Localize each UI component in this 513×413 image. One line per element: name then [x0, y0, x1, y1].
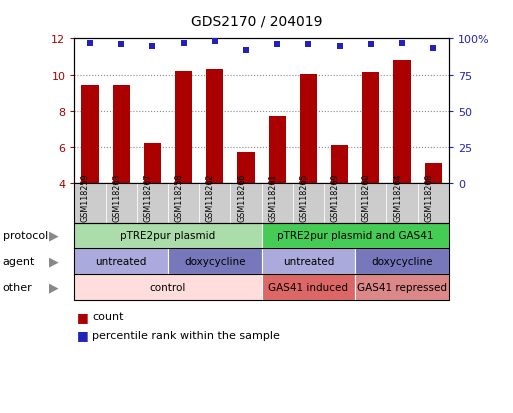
Bar: [144, 144, 161, 256]
Text: agent: agent: [3, 256, 35, 266]
Text: untreated: untreated: [95, 256, 147, 266]
Point: [148, 43, 156, 50]
Text: GSM118261: GSM118261: [268, 173, 277, 222]
Bar: [82, 86, 98, 256]
Text: control: control: [150, 282, 186, 292]
Text: GDS2170 / 204019: GDS2170 / 204019: [191, 14, 322, 28]
Bar: [175, 72, 192, 256]
Text: GSM118260: GSM118260: [362, 173, 371, 222]
Text: doxycycline: doxycycline: [184, 256, 246, 266]
Bar: [425, 164, 442, 256]
Bar: [206, 70, 223, 256]
Text: ■: ■: [77, 310, 89, 323]
Point: [211, 39, 219, 45]
Text: count: count: [92, 311, 124, 321]
Text: untreated: untreated: [283, 256, 334, 266]
Point: [242, 47, 250, 54]
Text: GAS41 repressed: GAS41 repressed: [357, 282, 447, 292]
Bar: [331, 146, 348, 256]
Text: GSM118262: GSM118262: [206, 173, 215, 222]
Text: ▶: ▶: [49, 280, 58, 294]
Text: ■: ■: [77, 328, 89, 342]
Bar: [362, 73, 380, 256]
Point: [180, 40, 188, 47]
Text: GSM118269: GSM118269: [331, 173, 340, 222]
Text: GSM118266: GSM118266: [237, 173, 246, 222]
Text: GSM118263: GSM118263: [112, 173, 121, 222]
Text: GSM118265: GSM118265: [300, 173, 308, 222]
Text: GSM118259: GSM118259: [81, 173, 90, 222]
Text: doxycycline: doxycycline: [371, 256, 433, 266]
Bar: [269, 117, 286, 256]
Text: other: other: [3, 282, 32, 292]
Point: [117, 42, 125, 48]
Text: ▶: ▶: [49, 229, 58, 242]
Text: GSM118267: GSM118267: [144, 173, 152, 222]
Text: GSM118264: GSM118264: [393, 173, 402, 222]
Point: [86, 40, 94, 47]
Text: GSM118268: GSM118268: [424, 173, 433, 222]
Bar: [238, 153, 254, 256]
Text: protocol: protocol: [3, 231, 48, 241]
Text: GAS41 induced: GAS41 induced: [268, 282, 348, 292]
Text: GSM118258: GSM118258: [174, 173, 184, 222]
Text: pTRE2pur plasmid and GAS41: pTRE2pur plasmid and GAS41: [277, 231, 433, 241]
Point: [304, 42, 312, 48]
Point: [367, 42, 375, 48]
Bar: [300, 74, 317, 256]
Bar: [113, 86, 130, 256]
Point: [336, 43, 344, 50]
Point: [429, 46, 438, 53]
Point: [398, 40, 406, 47]
Text: percentile rank within the sample: percentile rank within the sample: [92, 330, 280, 340]
Text: pTRE2pur plasmid: pTRE2pur plasmid: [121, 231, 215, 241]
Text: ▶: ▶: [49, 255, 58, 268]
Point: [273, 42, 281, 48]
Bar: [393, 61, 410, 256]
